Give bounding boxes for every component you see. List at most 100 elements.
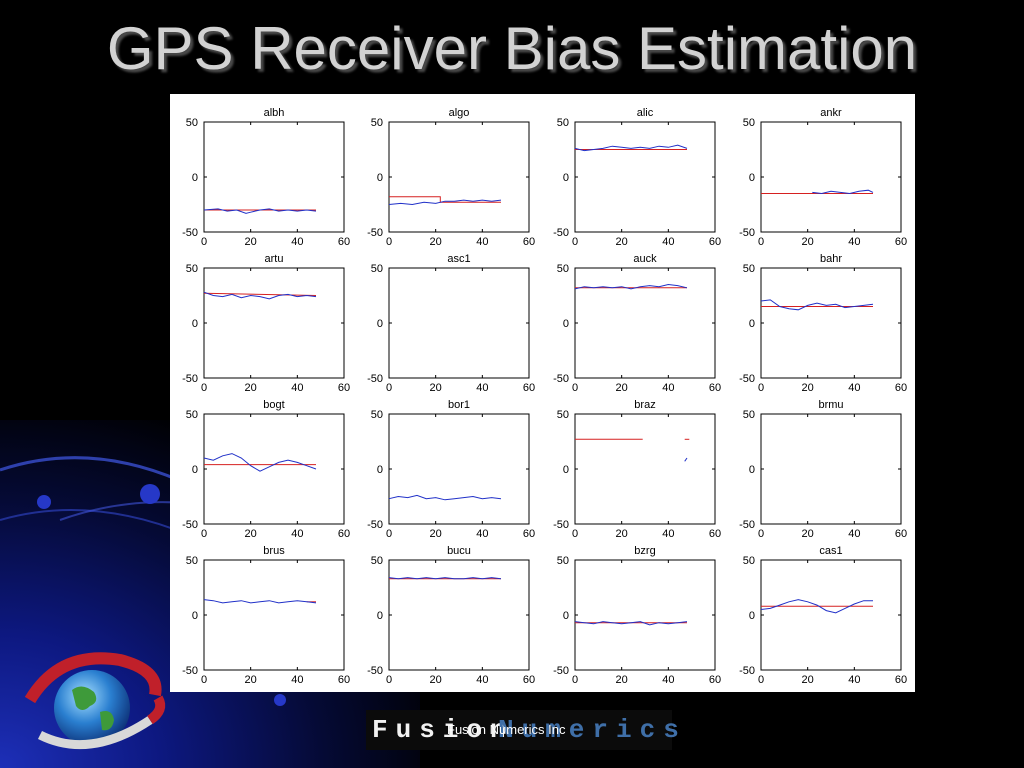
y-tick-label: 50	[371, 409, 383, 421]
series-line	[684, 457, 688, 462]
x-tick-label: 0	[386, 528, 392, 540]
x-tick-label: 60	[523, 528, 535, 540]
x-tick-label: 40	[291, 528, 303, 540]
x-tick-label: 0	[572, 382, 578, 394]
subplot-title: alic	[637, 107, 654, 119]
y-tick-label: 50	[743, 409, 755, 421]
subplot-title: cas1	[819, 545, 842, 557]
subplot-title: bor1	[448, 399, 470, 411]
y-tick-label: 50	[371, 555, 383, 567]
y-tick-label: 50	[186, 263, 198, 275]
x-tick-label: 0	[758, 236, 764, 248]
axes-frame	[574, 559, 716, 671]
x-tick-label: 0	[572, 528, 578, 540]
axes-frame	[574, 267, 716, 379]
axes-frame	[760, 413, 902, 525]
axes-frame	[760, 121, 902, 233]
x-tick-label: 0	[386, 382, 392, 394]
x-tick-label: 40	[848, 382, 860, 394]
x-tick-label: 40	[291, 674, 303, 686]
y-tick-label: 50	[186, 117, 198, 129]
series-line	[203, 291, 317, 300]
y-tick-label: 0	[749, 610, 755, 622]
x-tick-label: 40	[662, 528, 674, 540]
series-line	[760, 299, 874, 311]
subplot-title: albh	[264, 107, 285, 119]
y-tick-label: -50	[367, 373, 383, 385]
y-tick-label: 0	[192, 172, 198, 184]
x-tick-label: 0	[201, 236, 207, 248]
y-tick-label: -50	[553, 665, 569, 677]
x-tick-label: 40	[291, 236, 303, 248]
axes-frame	[574, 121, 716, 233]
y-tick-label: 50	[557, 409, 569, 421]
x-tick-label: 60	[895, 528, 907, 540]
x-tick-label: 40	[848, 528, 860, 540]
y-tick-label: 50	[371, 117, 383, 129]
x-tick-label: 20	[802, 674, 814, 686]
y-tick-label: -50	[367, 665, 383, 677]
subplot-title: artu	[265, 253, 284, 265]
brand-fusion-text: Fusion	[372, 715, 514, 745]
axes-frame	[388, 267, 530, 379]
subplot-title: bzrg	[634, 545, 655, 557]
series-line	[574, 621, 688, 626]
y-tick-label: -50	[182, 665, 198, 677]
y-tick-label: -50	[182, 519, 198, 531]
x-tick-label: 60	[523, 236, 535, 248]
x-tick-label: 20	[802, 236, 814, 248]
y-tick-label: 0	[192, 610, 198, 622]
x-tick-label: 0	[758, 528, 764, 540]
y-tick-label: 0	[749, 318, 755, 330]
y-tick-label: -50	[182, 227, 198, 239]
y-tick-label: -50	[553, 373, 569, 385]
x-tick-label: 20	[430, 382, 442, 394]
x-tick-label: 60	[523, 674, 535, 686]
x-tick-label: 20	[616, 674, 628, 686]
x-tick-label: 20	[430, 236, 442, 248]
x-tick-label: 0	[758, 674, 764, 686]
x-tick-label: 20	[616, 528, 628, 540]
y-tick-label: 50	[557, 117, 569, 129]
y-tick-label: 50	[743, 555, 755, 567]
series-line	[203, 599, 317, 604]
subplot-title: asc1	[447, 253, 470, 265]
series-line	[760, 599, 873, 614]
y-tick-label: 50	[557, 555, 569, 567]
y-tick-label: 50	[743, 117, 755, 129]
y-tick-label: 50	[557, 263, 569, 275]
x-tick-label: 0	[758, 382, 764, 394]
y-tick-label: 50	[743, 263, 755, 275]
subplot-title: bogt	[263, 399, 284, 411]
x-tick-label: 0	[201, 528, 207, 540]
subplot-title: algo	[449, 107, 470, 119]
x-tick-label: 40	[662, 236, 674, 248]
axes-frame	[203, 121, 345, 233]
x-tick-label: 40	[476, 528, 488, 540]
y-tick-label: 0	[377, 464, 383, 476]
axes-frame	[203, 267, 345, 379]
series-line	[203, 292, 317, 296]
y-tick-label: 0	[563, 610, 569, 622]
series-line	[574, 144, 688, 152]
x-tick-label: 40	[476, 674, 488, 686]
axes-frame	[388, 559, 530, 671]
y-tick-label: -50	[739, 227, 755, 239]
series-line	[389, 196, 501, 203]
y-tick-label: 0	[377, 610, 383, 622]
subplot-title: braz	[634, 399, 655, 411]
x-tick-label: 40	[662, 674, 674, 686]
subplot-title: bucu	[447, 545, 471, 557]
y-tick-label: 50	[371, 263, 383, 275]
y-tick-label: 0	[377, 172, 383, 184]
